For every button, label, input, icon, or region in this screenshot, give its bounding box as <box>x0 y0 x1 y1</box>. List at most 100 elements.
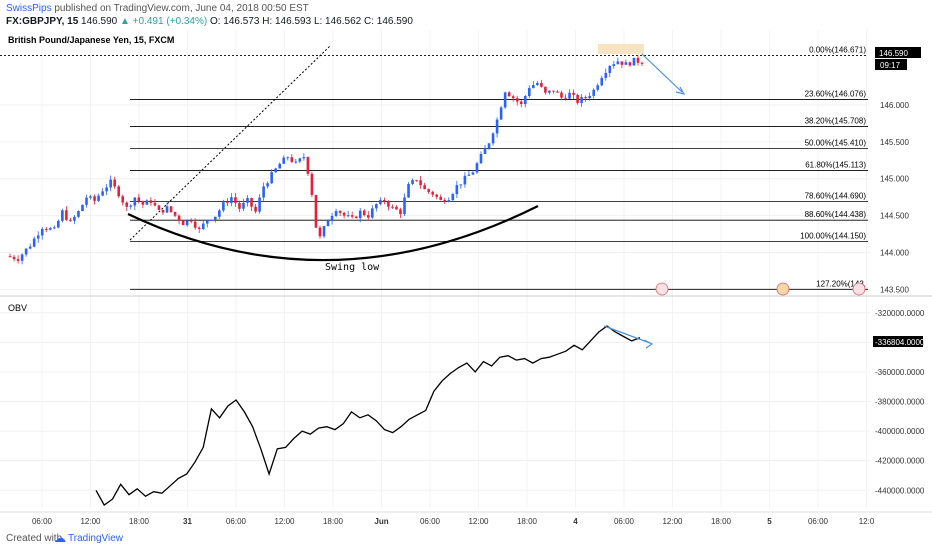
candle-body <box>141 201 145 205</box>
obv-value-tag <box>873 336 923 347</box>
candle-body <box>53 227 56 229</box>
obv-divergence-arrow[interactable] <box>603 325 651 344</box>
candle-body <box>177 215 181 221</box>
forecast-arrow[interactable] <box>641 53 683 93</box>
fib-level-label: 61.80%(145.113) <box>805 160 866 169</box>
candle-body <box>149 200 153 203</box>
obv-tick-label: -380000.0000 <box>875 398 925 407</box>
open-value: O: 146.573 <box>209 16 260 27</box>
price-axis[interactable]: 146.000 145.500 145.000 144.500 144.000 143.5… <box>880 101 909 294</box>
candle-body <box>266 183 269 187</box>
footer: Created with ☁ TradingView <box>0 528 932 550</box>
candle-body <box>628 62 632 66</box>
candle-body <box>226 202 229 204</box>
candle-body <box>310 173 314 195</box>
candle-body <box>483 148 487 154</box>
fib-level-label: 38.20%(145.708) <box>805 117 867 126</box>
close-value: C: 146.590 <box>363 16 413 27</box>
candle-body <box>197 227 201 229</box>
last-price-tag <box>875 47 921 58</box>
candle-body <box>346 215 350 217</box>
candle-body <box>157 205 161 210</box>
time-axis[interactable]: 06:00 12:00 18:00 31 06:00 12:00 18:00 Jun 06:00… <box>0 511 932 526</box>
candle-body <box>286 157 290 159</box>
candle-body <box>479 153 483 164</box>
time-tick-label: 12:00 <box>662 517 683 526</box>
last-price: 146.590 <box>81 16 118 27</box>
candle-body <box>81 204 84 212</box>
event-flag-icon[interactable] <box>655 282 866 296</box>
candle-body <box>588 95 591 99</box>
fib-level-label: 0.00%(146.671) <box>809 46 866 55</box>
candle-body <box>12 256 16 260</box>
obv-tick-label: -360000.0000 <box>875 368 925 377</box>
candle-body <box>262 186 265 198</box>
fib-level-label: 100.00%(144.150) <box>800 231 866 240</box>
countdown-tag-text: 09:17 <box>880 61 901 70</box>
candle-body <box>121 196 125 203</box>
obv-value-tag-text: -336804.0000 <box>875 338 925 347</box>
created-with-text: Created with <box>6 533 63 544</box>
fib-level-label: 23.60%(146.076) <box>805 89 867 98</box>
candle-body <box>201 223 205 229</box>
candlestick-series <box>8 55 644 265</box>
candle-body <box>544 86 547 93</box>
candle-body <box>366 215 370 218</box>
countdown-tag <box>875 59 907 70</box>
candle-body <box>419 180 422 186</box>
time-tick-label: 18:00 <box>711 517 732 526</box>
high-value: H: 146.593 <box>262 16 312 27</box>
candle-body <box>318 227 322 237</box>
candle-body <box>532 84 535 89</box>
candle-body <box>101 191 104 196</box>
candle-body <box>278 163 282 169</box>
low-value: L: 146.562 <box>313 16 362 27</box>
candle-body <box>57 220 60 228</box>
candle-body <box>153 202 157 206</box>
candle-body <box>238 202 241 209</box>
candle-body <box>44 228 48 230</box>
candle-body <box>435 194 439 197</box>
candle-body <box>616 61 620 65</box>
candle-body <box>415 180 418 182</box>
candle-body <box>387 201 390 207</box>
publisher-name[interactable]: SwissPips <box>6 3 52 14</box>
candle-body <box>282 157 286 164</box>
candle-body <box>540 82 543 87</box>
candle-body <box>423 185 426 190</box>
candle-body <box>338 211 342 213</box>
candle-body <box>254 206 257 212</box>
candle-body <box>560 92 563 98</box>
obv-arrow-head-icon <box>643 339 654 349</box>
chart-canvas[interactable]: British Pound/Japanese Yen, 15, FXCM 0.0… <box>0 30 932 528</box>
candle-body <box>640 62 644 64</box>
price-tick-label: 144.500 <box>880 212 909 221</box>
time-tick-label: 12:00 <box>468 517 489 526</box>
footer-brand[interactable]: TradingView <box>68 533 124 544</box>
swing-low-curve[interactable] <box>127 205 539 262</box>
trend-line-dotted[interactable] <box>129 45 331 241</box>
candle-body <box>165 206 169 213</box>
price-tick-label: 145.500 <box>880 138 909 147</box>
candle-body <box>523 96 527 105</box>
candle-body <box>28 246 32 249</box>
candle-body <box>129 205 133 207</box>
candle-body <box>632 57 636 66</box>
candle-body <box>431 191 434 195</box>
candle-body <box>499 107 503 120</box>
time-tick-label: 06:00 <box>808 517 829 526</box>
candle-body <box>109 179 112 188</box>
candle-body <box>8 256 12 258</box>
candle-body <box>491 133 495 144</box>
candle-body <box>411 180 414 184</box>
candle-body <box>403 197 406 215</box>
candle-body <box>298 158 302 162</box>
candle-body <box>185 220 189 226</box>
candle-body <box>326 220 330 227</box>
price-tick-label: 143.500 <box>880 285 909 294</box>
candle-body <box>314 194 318 228</box>
price-highlight-box[interactable] <box>598 44 644 54</box>
time-tick-label: 18:00 <box>517 517 538 526</box>
candle-body <box>507 92 511 97</box>
candle-body <box>572 92 575 95</box>
